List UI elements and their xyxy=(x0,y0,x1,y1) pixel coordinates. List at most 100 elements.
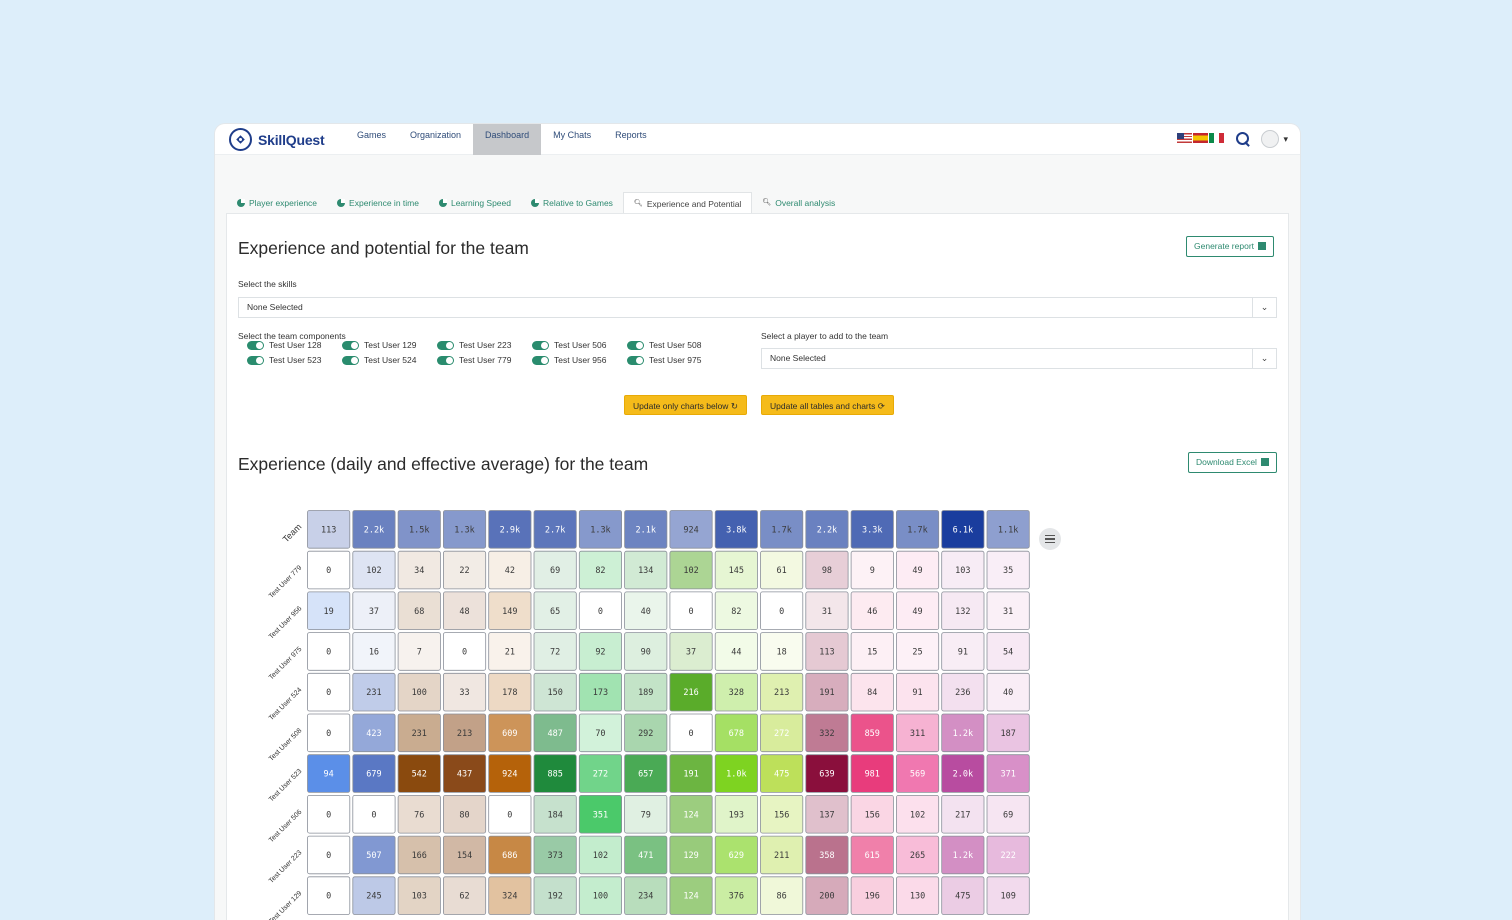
heatmap-cell[interactable] xyxy=(669,876,713,915)
heatmap-cell[interactable] xyxy=(578,713,622,753)
avatar[interactable] xyxy=(1261,130,1280,148)
heatmap-cell[interactable] xyxy=(714,754,758,793)
heatmap-cell[interactable] xyxy=(488,713,532,753)
heatmap-cell[interactable] xyxy=(805,591,849,630)
toggle-switch[interactable] xyxy=(342,340,359,350)
heatmap-cell[interactable] xyxy=(533,795,577,834)
toggle-switch[interactable] xyxy=(437,355,454,365)
heatmap-cell[interactable] xyxy=(760,510,804,549)
heatmap-cell[interactable] xyxy=(442,835,487,875)
tab-learning-speed[interactable]: Learning Speed xyxy=(429,192,521,214)
heatmap-cell[interactable] xyxy=(578,795,622,834)
heatmap-cell[interactable] xyxy=(986,754,1030,793)
heatmap-cell[interactable] xyxy=(307,632,351,671)
heatmap-cell[interactable] xyxy=(442,713,487,753)
heatmap-cell[interactable] xyxy=(986,550,1030,590)
search-icon[interactable] xyxy=(1235,131,1251,147)
heatmap-cell[interactable] xyxy=(352,754,396,793)
heatmap-cell[interactable] xyxy=(850,713,894,753)
heatmap-cell[interactable] xyxy=(669,713,713,753)
heatmap-cell[interactable] xyxy=(760,795,804,834)
heatmap-cell[interactable] xyxy=(307,754,351,793)
heatmap-cell[interactable] xyxy=(760,672,804,712)
heatmap-cell[interactable] xyxy=(533,713,577,753)
heatmap-cell[interactable] xyxy=(941,795,985,834)
heatmap-cell[interactable] xyxy=(442,876,487,915)
heatmap-cell[interactable] xyxy=(896,795,940,834)
heatmap-cell[interactable] xyxy=(442,672,487,712)
heatmap-cell[interactable] xyxy=(669,591,713,630)
download-excel-button[interactable]: Download Excel xyxy=(1188,452,1278,473)
heatmap-cell[interactable] xyxy=(442,510,487,549)
heatmap-cell[interactable] xyxy=(805,632,849,671)
heatmap-cell[interactable] xyxy=(850,510,894,549)
heatmap-cell[interactable] xyxy=(986,713,1030,753)
heatmap-cell[interactable] xyxy=(533,632,577,671)
heatmap-cell[interactable] xyxy=(442,591,487,630)
heatmap-cell[interactable] xyxy=(488,876,532,915)
heatmap-cell[interactable] xyxy=(941,713,985,753)
flag-es-icon[interactable] xyxy=(1193,133,1209,143)
heatmap-cell[interactable] xyxy=(624,754,668,793)
heatmap-cell[interactable] xyxy=(896,672,940,712)
heatmap-cell[interactable] xyxy=(397,835,441,875)
heatmap-cell[interactable] xyxy=(307,713,351,753)
heatmap-cell[interactable] xyxy=(850,795,894,834)
heatmap-cell[interactable] xyxy=(442,550,487,590)
heatmap-cell[interactable] xyxy=(352,876,396,915)
nav-organization[interactable]: Organization xyxy=(410,130,462,140)
heatmap-cell[interactable] xyxy=(714,713,758,753)
heatmap-cell[interactable] xyxy=(941,835,985,875)
heatmap-cell[interactable] xyxy=(624,510,668,549)
heatmap-cell[interactable] xyxy=(578,876,622,915)
heatmap-cell[interactable] xyxy=(941,876,985,915)
heatmap-cell[interactable] xyxy=(624,713,668,753)
heatmap-cell[interactable] xyxy=(850,591,894,630)
heatmap-cell[interactable] xyxy=(578,510,622,549)
heatmap-cell[interactable] xyxy=(760,632,804,671)
heatmap-cell[interactable] xyxy=(307,876,351,915)
tab-overall-analysis[interactable]: 🔍︎ Overall analysis xyxy=(752,192,845,214)
tab-relative-to-games[interactable]: Relative to Games xyxy=(521,192,623,214)
heatmap-cell[interactable] xyxy=(986,591,1030,630)
nav-games[interactable]: Games xyxy=(357,130,387,140)
toggle-switch[interactable] xyxy=(532,355,549,365)
heatmap-cell[interactable] xyxy=(397,795,441,834)
heatmap-cell[interactable] xyxy=(986,672,1030,712)
heatmap-cell[interactable] xyxy=(896,754,940,793)
heatmap-cell[interactable] xyxy=(442,795,487,834)
heatmap-cell[interactable] xyxy=(760,754,804,793)
heatmap-cell[interactable] xyxy=(760,591,804,630)
heatmap-cell[interactable] xyxy=(397,591,441,630)
heatmap-cell[interactable] xyxy=(850,754,894,793)
heatmap-cell[interactable] xyxy=(533,876,577,915)
heatmap-cell[interactable] xyxy=(397,754,441,793)
heatmap-cell[interactable] xyxy=(624,672,668,712)
skills-select[interactable]: None Selected ⌄ xyxy=(238,297,1277,318)
heatmap-cell[interactable] xyxy=(624,550,668,590)
heatmap-cell[interactable] xyxy=(850,672,894,712)
heatmap-cell[interactable] xyxy=(307,795,351,834)
heatmap-cell[interactable] xyxy=(352,550,396,590)
heatmap-cell[interactable] xyxy=(397,510,441,549)
heatmap-cell[interactable] xyxy=(941,550,985,590)
heatmap-cell[interactable] xyxy=(397,632,441,671)
nav-reports[interactable]: Reports xyxy=(615,130,647,140)
heatmap-cell[interactable] xyxy=(578,550,622,590)
heatmap-cell[interactable] xyxy=(352,795,396,834)
heatmap-cell[interactable] xyxy=(488,632,532,671)
heatmap-cell[interactable] xyxy=(760,876,804,915)
heatmap-cell[interactable] xyxy=(805,550,849,590)
heatmap-cell[interactable] xyxy=(397,876,441,915)
heatmap-cell[interactable] xyxy=(488,835,532,875)
heatmap-cell[interactable] xyxy=(578,835,622,875)
heatmap-cell[interactable] xyxy=(896,713,940,753)
generate-report-button[interactable]: Generate report xyxy=(1186,236,1275,257)
heatmap-cell[interactable] xyxy=(488,591,532,630)
heatmap-cell[interactable] xyxy=(578,672,622,712)
heatmap-cell[interactable] xyxy=(307,591,351,630)
heatmap-cell[interactable] xyxy=(533,835,577,875)
flag-us-icon[interactable] xyxy=(1177,133,1193,143)
heatmap-cell[interactable] xyxy=(669,795,713,834)
heatmap-cell[interactable] xyxy=(941,591,985,630)
